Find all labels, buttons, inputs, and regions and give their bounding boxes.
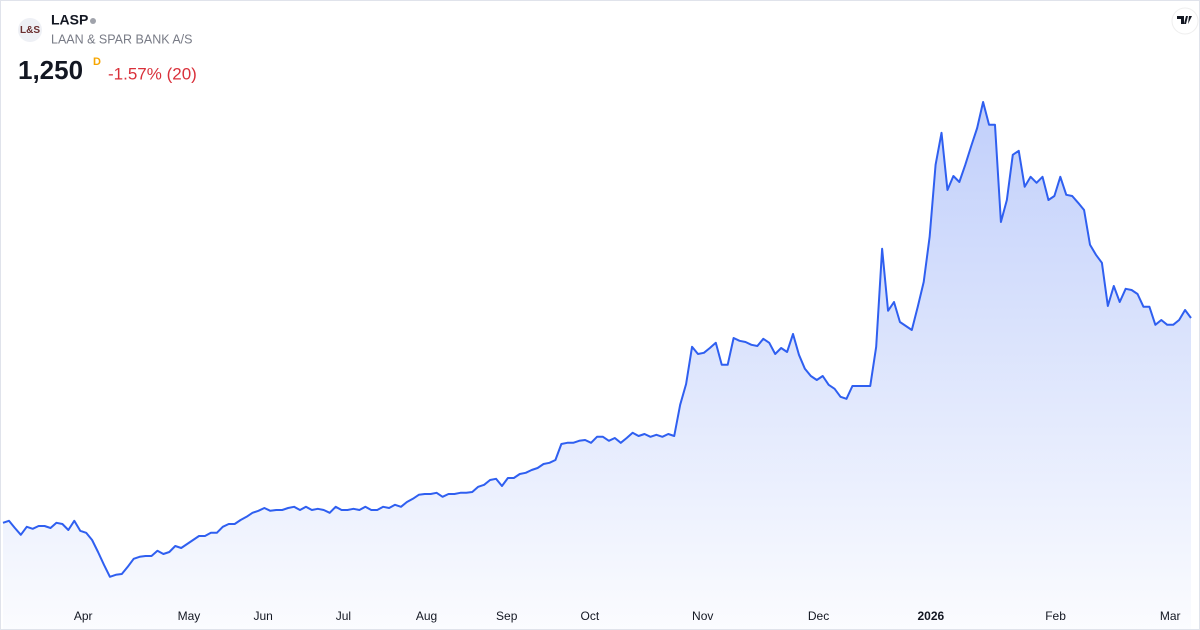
interval: D [93, 56, 101, 68]
x-tick-label: Apr [74, 609, 93, 623]
status-dot [90, 18, 96, 24]
x-tick-label: Aug [416, 609, 437, 623]
last-price: 1,250 [18, 55, 83, 85]
x-tick-label: May [178, 609, 201, 623]
company-name: LAAN & SPAR BANK A/S [51, 32, 193, 46]
x-tick-label: Oct [581, 609, 600, 623]
x-tick-label: 2026 [917, 609, 944, 623]
x-tick-label: Dec [808, 609, 829, 623]
x-tick-label: Sep [496, 609, 518, 623]
x-tick-label: Feb [1045, 609, 1066, 623]
plot-area: Apr May Jun Jul Aug Sep Oct Nov Dec 2026 Feb Mar [2, 101, 1192, 629]
x-tick-label: Nov [692, 609, 713, 623]
logo-text: L&S [20, 25, 40, 36]
price-line [2, 101, 1192, 578]
logo-badge [18, 18, 42, 42]
tv-logo [1177, 16, 1192, 24]
x-tick-label: Mar [1160, 609, 1181, 623]
symbol: LASP [51, 12, 88, 28]
x-tick-label: Jun [253, 609, 272, 623]
x-tick-label: Jul [336, 609, 351, 623]
area-fill [3, 102, 1191, 629]
price-change: -1.57% (20) [108, 64, 197, 83]
